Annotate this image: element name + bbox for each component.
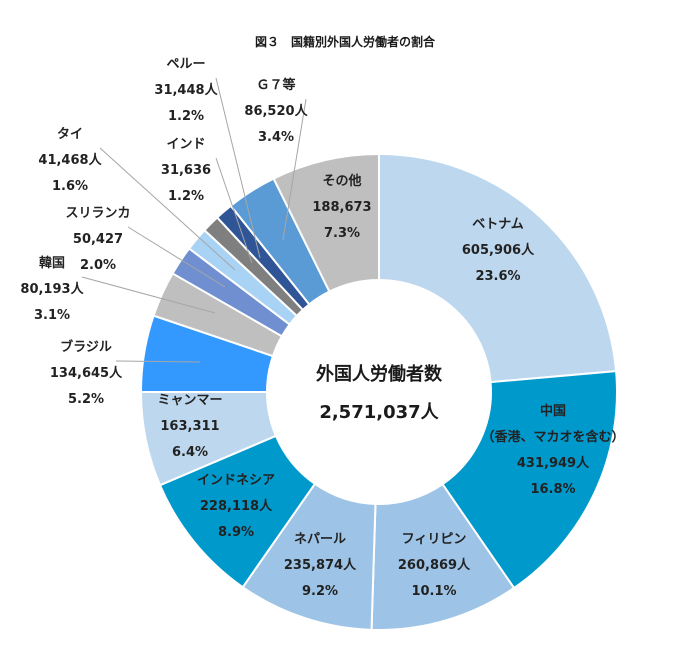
slice-label-1-count: 431,949人 bbox=[517, 455, 590, 471]
leader-line-9 bbox=[99, 147, 236, 271]
slice-label-2-pct: 10.1% bbox=[411, 584, 456, 599]
leader-line-7 bbox=[81, 276, 216, 314]
slice-label-13-count: 188,673 bbox=[312, 200, 371, 215]
slice-label-5-pct: 6.4% bbox=[172, 445, 208, 460]
slice-label-8-pct: 2.0% bbox=[80, 258, 116, 273]
slice-label-0-pct: 23.6% bbox=[475, 269, 520, 284]
slice-label-3-pct: 9.2% bbox=[302, 584, 338, 599]
slice-label-13-name: その他 bbox=[322, 173, 361, 189]
slice-label-13-pct: 7.3% bbox=[324, 226, 360, 241]
slice-label-9-count: 41,468人 bbox=[38, 152, 102, 168]
slice-label-7-name: 韓国 bbox=[39, 255, 65, 271]
leader-line-11 bbox=[215, 77, 261, 259]
slice-label-9-name: タイ bbox=[57, 127, 83, 142]
leader-line-10 bbox=[215, 157, 253, 264]
slice-label-11-pct: 1.2% bbox=[168, 109, 204, 124]
donut-slices bbox=[139, 152, 618, 631]
slice-label-5-count: 163,311 bbox=[160, 419, 219, 434]
slice-label-2-name: フィリピン bbox=[402, 532, 467, 547]
slice-label-3-count: 235,874人 bbox=[284, 557, 357, 573]
slice-label-2-count: 260,869人 bbox=[398, 557, 471, 573]
slice-13 bbox=[272, 152, 380, 293]
slice-label-6-name: ブラジル bbox=[60, 339, 112, 355]
slice-label-10-name: インド bbox=[166, 137, 205, 152]
slice-label-3-name: ネパール bbox=[294, 532, 346, 547]
leader-lines bbox=[81, 77, 307, 363]
chart-title: 図３ 国籍別外国人労働者の割合 bbox=[255, 34, 436, 49]
slice-label-6-count: 134,645人 bbox=[50, 365, 123, 381]
leader-line-8 bbox=[127, 226, 226, 288]
slice-label-0-name: ベトナム bbox=[472, 217, 524, 232]
slice-label-9-pct: 1.6% bbox=[52, 179, 88, 194]
leader-line-6 bbox=[115, 360, 201, 363]
slice-label-7-pct: 3.1% bbox=[34, 308, 70, 323]
slice-label-7-count: 80,193人 bbox=[20, 281, 84, 297]
slice-label-12-count: 86,520人 bbox=[244, 103, 308, 119]
slice-0 bbox=[378, 152, 618, 384]
slice-label-11-count: 31,448人 bbox=[154, 82, 218, 98]
slice-label-10-count: 31,636 bbox=[161, 163, 211, 178]
slice-label-12-name: Ｇ７等 bbox=[256, 77, 295, 93]
slice-label-1-pct: 16.8% bbox=[530, 482, 575, 497]
slice-1 bbox=[441, 370, 618, 590]
slice-label-1-name: 中国 bbox=[540, 403, 566, 419]
center-value: 2,571,037人 bbox=[319, 402, 439, 423]
slice-label-10-pct: 1.2% bbox=[168, 189, 204, 204]
slice-label-5-name: ミャンマー bbox=[157, 393, 222, 408]
slice-label-8-count: 50,427 bbox=[73, 232, 123, 247]
slice-label-11-name: ペルー bbox=[166, 57, 205, 72]
center-label: 外国人労働者数 bbox=[316, 363, 443, 385]
slice-label-6-pct: 5.2% bbox=[68, 392, 104, 407]
slice-label-12-pct: 3.4% bbox=[258, 130, 294, 145]
slice-label-1-name2: （香港、マカオを含む） bbox=[481, 429, 624, 445]
slice-label-4-count: 228,118人 bbox=[200, 498, 273, 514]
slice-label-4-name: インドネシア bbox=[197, 473, 275, 488]
slice-label-8-name: スリランカ bbox=[65, 206, 130, 221]
slice-labels: ベトナム 605,906人 23.6% 中国 （香港、マカオを含む） 431,949人 16… bbox=[20, 57, 624, 599]
leader-line-12 bbox=[282, 98, 307, 241]
slice-label-0-count: 605,906人 bbox=[462, 242, 535, 258]
slice-label-4-pct: 8.9% bbox=[218, 525, 254, 540]
